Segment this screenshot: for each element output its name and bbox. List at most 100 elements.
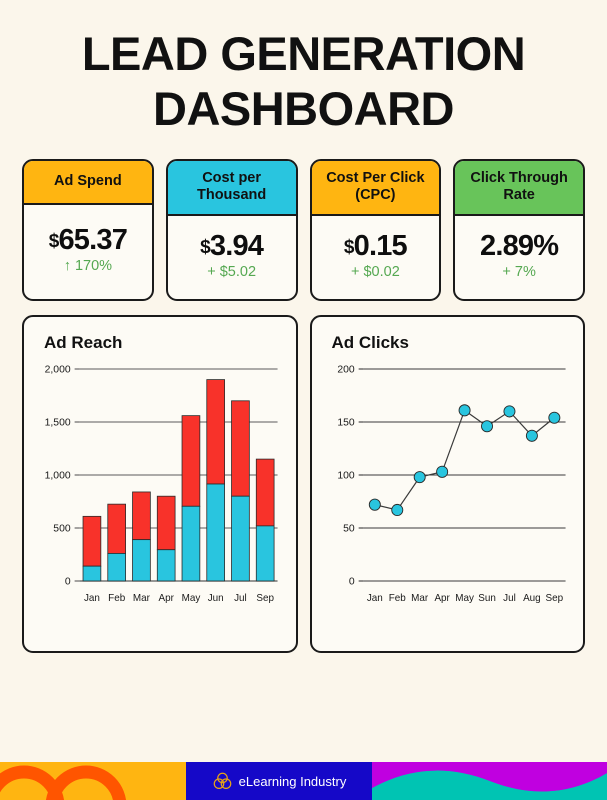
x-axis-tick-label: Jan [84,593,100,604]
delta-value: 170% [74,257,113,274]
delta-value: 7% [514,263,536,280]
kpi-value-click-through-rate: 2.89% [480,229,559,262]
brand-name: eLearning Industry [238,773,347,789]
y-axis-tick-label: 1,500 [45,417,71,428]
bar-segment-lower [107,552,126,582]
x-axis-tick-label: Apr [434,593,450,604]
kpi-delta-click-through-rate: + 7% [502,264,535,280]
title-line-2: DASHBOARD [153,82,455,136]
line-path [374,409,555,511]
ad-reach-chart-card: Ad Reach 0 500 1,000 1,500 2,000 Jan Feb Mar Apr… [22,314,298,653]
y-axis-tick-label: 200 [337,364,355,375]
kpi-value-cost-per-click: $0.15 [343,229,408,262]
x-axis-tick-label: Aug [523,593,541,604]
data-point-marker [525,429,538,442]
bar-segment-upper [206,379,225,485]
kpi-body-cost-per-click: $0.15 + $0.02 [312,216,440,299]
x-axis-tick-label: May [455,593,474,604]
x-axis-tick-label: Mar [411,593,429,604]
y-axis-tick-label: 100 [337,470,355,481]
delta-prefix: + [502,263,515,280]
kpi-number: 2.89% [480,229,559,262]
ad-clicks-plot: 0 50 100 150 200 Jan Feb Mar Apr May Sun Jul Aug Sep [324,359,572,621]
data-point-marker [547,411,560,424]
data-point-marker [413,470,426,484]
ad-clicks-title: Ad Clicks [331,332,409,352]
footer-bar: eLearning Industry [0,762,607,800]
y-axis-tick-label: 500 [53,523,71,534]
kpi-delta-cost-per-thousand: + $5.02 [207,264,256,280]
currency-symbol: $ [200,236,211,258]
charts-row: Ad Reach 0 500 1,000 1,500 2,000 Jan Feb Mar Apr… [0,301,607,653]
ad-reach-svg: 0 500 1,000 1,500 2,000 Jan Feb Mar Apr May Jun Jul… [45,364,278,604]
x-axis-tick-label: Sep [545,593,563,604]
y-axis-tick-label: 0 [65,576,71,587]
data-point-marker [480,420,493,433]
data-point-marker [502,405,515,418]
y-axis-tick-label: 1,000 [45,470,71,481]
currency-symbol: $ [343,236,355,258]
bar-segment-upper [82,515,102,567]
kpi-card-ad-spend[interactable]: Ad Spend $65.37 ↑ 170% [22,158,154,301]
ad-reach-plot: 0 500 1,000 1,500 2,000 Jan Feb Mar Apr May Jun Jul… [36,359,284,621]
bar-segment-lower [82,565,102,582]
arrow-up-icon: ↑ [63,257,71,274]
footer-arcs-icon [0,765,127,800]
kpi-number: 3.94 [209,229,264,262]
x-axis-tick-label: Feb [108,593,126,604]
x-axis-tick-label: Feb [388,593,406,604]
x-axis-tick-label: Jun [208,593,224,604]
data-point-marker [458,404,471,417]
footer-decor-left [0,762,186,800]
bar-segment-lower [231,495,250,582]
kpi-card-cost-per-thousand[interactable]: Cost per Thousand $3.94 + $5.02 [165,158,298,301]
kpi-number: 0.15 [353,229,408,262]
kpi-card-cost-per-click[interactable]: Cost Per Click (CPC) $0.15 + $0.02 [309,158,442,301]
kpi-body-ad-spend: $65.37 ↑ 170% [24,205,152,299]
footer-decor-right [372,762,607,800]
bar-segment-lower [206,483,225,582]
delta-prefix: + [350,263,364,280]
ad-clicks-chart-card: Ad Clicks 0 50 100 150 200 Jan Feb Mar Apr May Sun… [309,314,585,653]
kpi-body-click-through-rate: 2.89% + 7% [455,216,583,299]
kpi-delta-ad-spend: ↑ 170% [64,258,112,274]
data-point-marker [390,503,403,516]
delta-value: $5.02 [219,263,257,280]
x-axis-tick-label: Jan [366,593,382,604]
x-axis-tick-label: Jul [503,593,516,604]
bar-segment-lower [255,525,275,582]
trefoil-knot-icon [213,772,231,789]
x-axis-tick-label: Sep [256,593,274,604]
data-point-marker [435,465,448,478]
x-axis-tick-label: Apr [158,593,174,604]
kpi-delta-cost-per-click: + $0.02 [351,264,400,280]
bar-segment-upper [181,415,201,507]
kpi-label-click-through-rate: Click Through Rate [455,160,583,217]
kpi-value-cost-per-thousand: $3.94 [200,229,264,262]
kpi-label-ad-spend: Ad Spend [24,160,152,205]
x-axis-tick-label: May [182,593,201,604]
y-axis-tick-label: 0 [348,576,354,587]
footer-brand: eLearning Industry [186,762,372,800]
ad-reach-title: Ad Reach [44,332,123,352]
bar-segment-upper [132,491,151,540]
bar-segment-lower [156,549,176,582]
x-axis-tick-label: Mar [133,593,151,604]
bar-segment-lower [132,539,151,582]
kpi-label-cost-per-thousand: Cost per Thousand [167,160,296,217]
kpi-card-row: Ad Spend $65.37 ↑ 170% Cost per Thousand $3.… [0,137,607,301]
bar-segment-upper [255,458,275,527]
bar-segment-upper [107,503,126,554]
kpi-body-cost-per-thousand: $3.94 + $5.02 [168,216,296,299]
data-point-marker [368,498,381,511]
kpi-number: 65.37 [58,223,128,256]
y-axis-tick-label: 2,000 [45,364,71,375]
x-axis-tick-label: Sun [478,593,496,604]
currency-symbol: $ [48,230,60,252]
kpi-value-ad-spend: $65.37 [48,223,128,256]
y-axis-tick-label: 50 [343,523,355,534]
page-title: LEAD GENERATION DASHBOARD [0,0,607,137]
kpi-card-click-through-rate[interactable]: Click Through Rate 2.89% + 7% [453,158,585,301]
kpi-label-cost-per-click: Cost Per Click (CPC) [311,160,440,217]
